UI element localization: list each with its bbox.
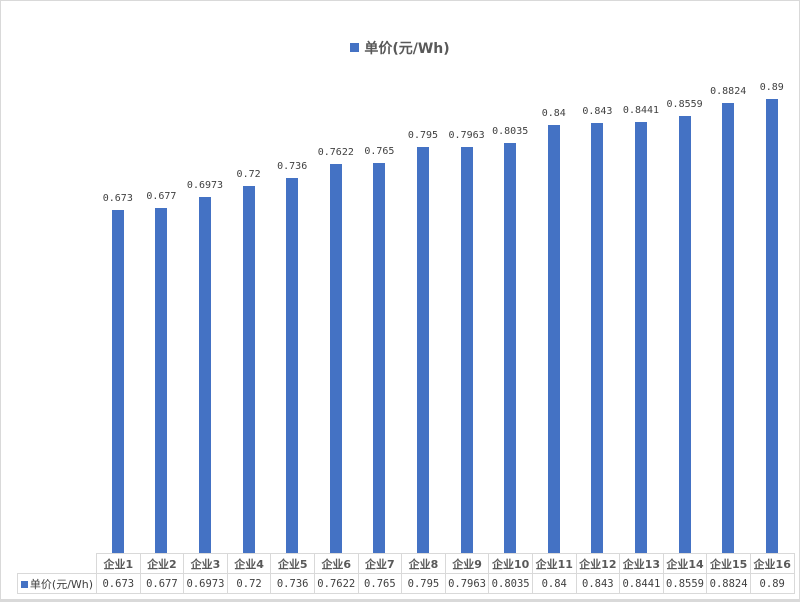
bar[interactable] — [416, 147, 429, 553]
bar-data-label: 0.89 — [759, 82, 784, 93]
data-table-value-cell: 0.843 — [575, 573, 621, 594]
bar-data-label: 0.8559 — [666, 99, 703, 111]
data-table-category-cell: 企业15 — [706, 553, 751, 574]
data-table-category-cell: 企业1 — [96, 553, 141, 574]
bar-group: 0.7622 — [314, 60, 358, 553]
data-table-category-cell: 企业16 — [749, 553, 795, 574]
bar-data-label: 0.795 — [407, 130, 439, 142]
data-table-category-cell: 企业3 — [183, 553, 228, 574]
series-label-text: 单价(元/Wh) — [29, 577, 94, 591]
bar[interactable] — [547, 124, 560, 553]
bar[interactable] — [591, 122, 604, 553]
data-table-value-cell: 0.89 — [749, 573, 795, 594]
bar-group: 0.765 — [358, 60, 402, 553]
bar-group: 0.843 — [576, 60, 620, 553]
bar[interactable] — [329, 164, 342, 553]
bar[interactable] — [634, 122, 647, 553]
data-table-category-cell: 企业10 — [488, 553, 533, 574]
bar-group: 0.795 — [401, 60, 445, 553]
bar-group: 0.8559 — [663, 60, 707, 553]
bar-group: 0.84 — [532, 60, 576, 553]
bar-data-label: 0.72 — [236, 168, 261, 180]
legend-label: 单价(元/Wh) — [364, 41, 450, 57]
series-swatch-icon — [20, 580, 28, 588]
bar-data-label: 0.6973 — [186, 180, 224, 192]
data-table-header-row: 企业1 企业2 企业3 企业4 企业5 企业6 企业7 企业8 企业9 企业10 企业11 企业12 企… — [17, 553, 795, 574]
data-table-category-cell: 企业13 — [619, 553, 664, 574]
bar-data-label: 0.673 — [102, 192, 133, 204]
data-table-category-cell: 企业2 — [139, 553, 185, 574]
data-table-category-cell: 企业7 — [357, 553, 403, 574]
bar[interactable] — [286, 177, 299, 553]
bar-data-label: 0.677 — [146, 190, 177, 202]
bar-group: 0.6973 — [183, 60, 227, 553]
bar[interactable] — [504, 143, 517, 553]
data-table-value-cell: 0.7622 — [313, 573, 359, 594]
data-table-category-cell: 企业4 — [226, 553, 272, 574]
bar-data-label: 0.8824 — [710, 85, 747, 97]
data-table-category-cell: 企业12 — [575, 553, 621, 574]
data-table-value-cell: 0.6973 — [183, 573, 228, 594]
chart-legend: 单价(元/Wh) — [0, 38, 800, 58]
bar-group: 0.72 — [227, 60, 271, 553]
data-table-value-cell: 0.84 — [531, 573, 577, 594]
data-table-category-cell: 企业9 — [444, 553, 490, 574]
bar-data-label: 0.8441 — [622, 105, 660, 117]
data-table-category-cell: 企业11 — [531, 553, 577, 574]
bar-data-label: 0.7622 — [317, 147, 354, 159]
bar-group: 0.7963 — [445, 60, 489, 553]
data-table-value-row: 单价(元/Wh) 0.673 0.677 0.6973 0.72 0.736 0.7622… — [17, 573, 795, 594]
data-table-corner — [17, 553, 97, 574]
plot-area: 0.673 0.677 0.6973 0.72 0.736 0.7622 0.765 0.79… — [96, 60, 794, 553]
bar-group: 0.736 — [270, 60, 314, 553]
data-table-value-cell: 0.8035 — [488, 573, 533, 594]
bar[interactable] — [111, 209, 124, 553]
bar-group: 0.89 — [750, 60, 794, 553]
bar[interactable] — [765, 99, 778, 553]
data-table-value-cell: 0.72 — [226, 573, 272, 594]
data-table-category-cell: 企业6 — [313, 553, 359, 574]
data-table: 企业1 企业2 企业3 企业4 企业5 企业6 企业7 企业8 企业9 企业10 企业11 企业12 企… — [17, 553, 795, 594]
bar-data-label: 0.8035 — [492, 126, 529, 138]
data-table-value-cell: 0.8824 — [706, 573, 751, 594]
data-table-value-cell: 0.673 — [96, 573, 141, 594]
bar[interactable] — [155, 207, 168, 553]
bar-data-label: 0.843 — [582, 105, 613, 117]
bar[interactable] — [678, 116, 691, 553]
bar[interactable] — [242, 185, 255, 553]
bar-data-label: 0.84 — [541, 107, 566, 119]
data-table-value-cell: 0.8441 — [619, 573, 664, 594]
bar[interactable] — [460, 146, 473, 553]
bar-data-label: 0.765 — [364, 145, 395, 157]
data-table-category-cell: 企业14 — [662, 553, 708, 574]
data-table-value-cell: 0.677 — [139, 573, 185, 594]
bar-group: 0.673 — [96, 60, 140, 553]
bar[interactable] — [198, 197, 211, 553]
bar-data-label: 0.7963 — [448, 129, 485, 141]
data-table-value-cell: 0.736 — [270, 573, 315, 594]
bar-group: 0.677 — [140, 60, 184, 553]
bar-data-label: 0.736 — [277, 160, 308, 172]
bar[interactable] — [722, 102, 735, 553]
data-table-value-cell: 0.8559 — [662, 573, 708, 594]
data-table-category-cell: 企业5 — [270, 553, 315, 574]
bar[interactable] — [373, 162, 386, 553]
data-table-series-label: 单价(元/Wh) — [17, 573, 97, 594]
data-table-value-cell: 0.7963 — [444, 573, 490, 594]
bar-group: 0.8441 — [619, 60, 663, 553]
data-table-value-cell: 0.765 — [357, 573, 403, 594]
data-table-value-cell: 0.795 — [401, 573, 446, 594]
bar-group: 0.8035 — [488, 60, 532, 553]
legend-swatch-icon — [350, 43, 360, 52]
bar-group: 0.8824 — [706, 60, 750, 553]
data-table-category-cell: 企业8 — [401, 553, 446, 574]
